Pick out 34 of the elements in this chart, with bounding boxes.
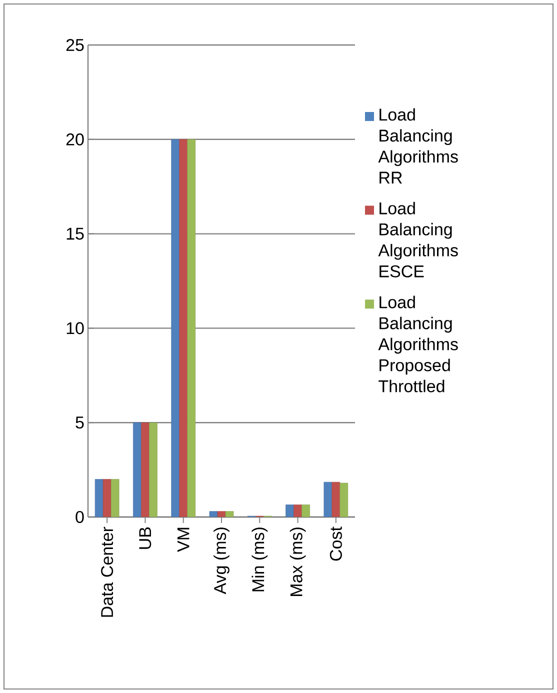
bar (187, 139, 196, 517)
bar (332, 482, 340, 517)
bar (324, 482, 332, 517)
x-tick-label: Max (ms) (290, 528, 306, 596)
bar (133, 422, 142, 517)
bar (171, 139, 180, 517)
x-tick-label: Avg (ms) (214, 528, 230, 594)
legend-label: Load Balancing Algorithms ESCE (378, 202, 458, 278)
bar (340, 482, 348, 517)
bar (286, 504, 294, 517)
y-tick-label: 0 (76, 510, 84, 524)
y-tick-label: 10 (66, 322, 84, 334)
y-tick-label: 25 (66, 38, 84, 52)
legend-label: Load Balancing Algorithms Proposed Throttled (378, 296, 458, 392)
y-tick-label: 5 (76, 416, 84, 429)
x-tick-label: Min (ms) (252, 528, 268, 592)
x-tick-label: VM (178, 528, 190, 552)
bar (294, 504, 302, 517)
bar (149, 422, 158, 517)
x-tick-label: UB (139, 527, 152, 549)
y-tick-label: 15 (66, 228, 84, 240)
y-tick-label: 20 (66, 133, 84, 146)
bar (217, 511, 226, 517)
bar (209, 511, 218, 517)
bar (102, 479, 112, 517)
bar (94, 479, 104, 517)
bar (110, 479, 120, 517)
legend-label: Load Balancing Algorithms RR (378, 108, 458, 184)
bar (302, 504, 310, 517)
bar (225, 511, 234, 517)
x-tick-label: Data Center (101, 526, 114, 617)
bar (141, 422, 150, 517)
bar (179, 139, 188, 517)
x-tick-label: Cost (330, 526, 342, 561)
